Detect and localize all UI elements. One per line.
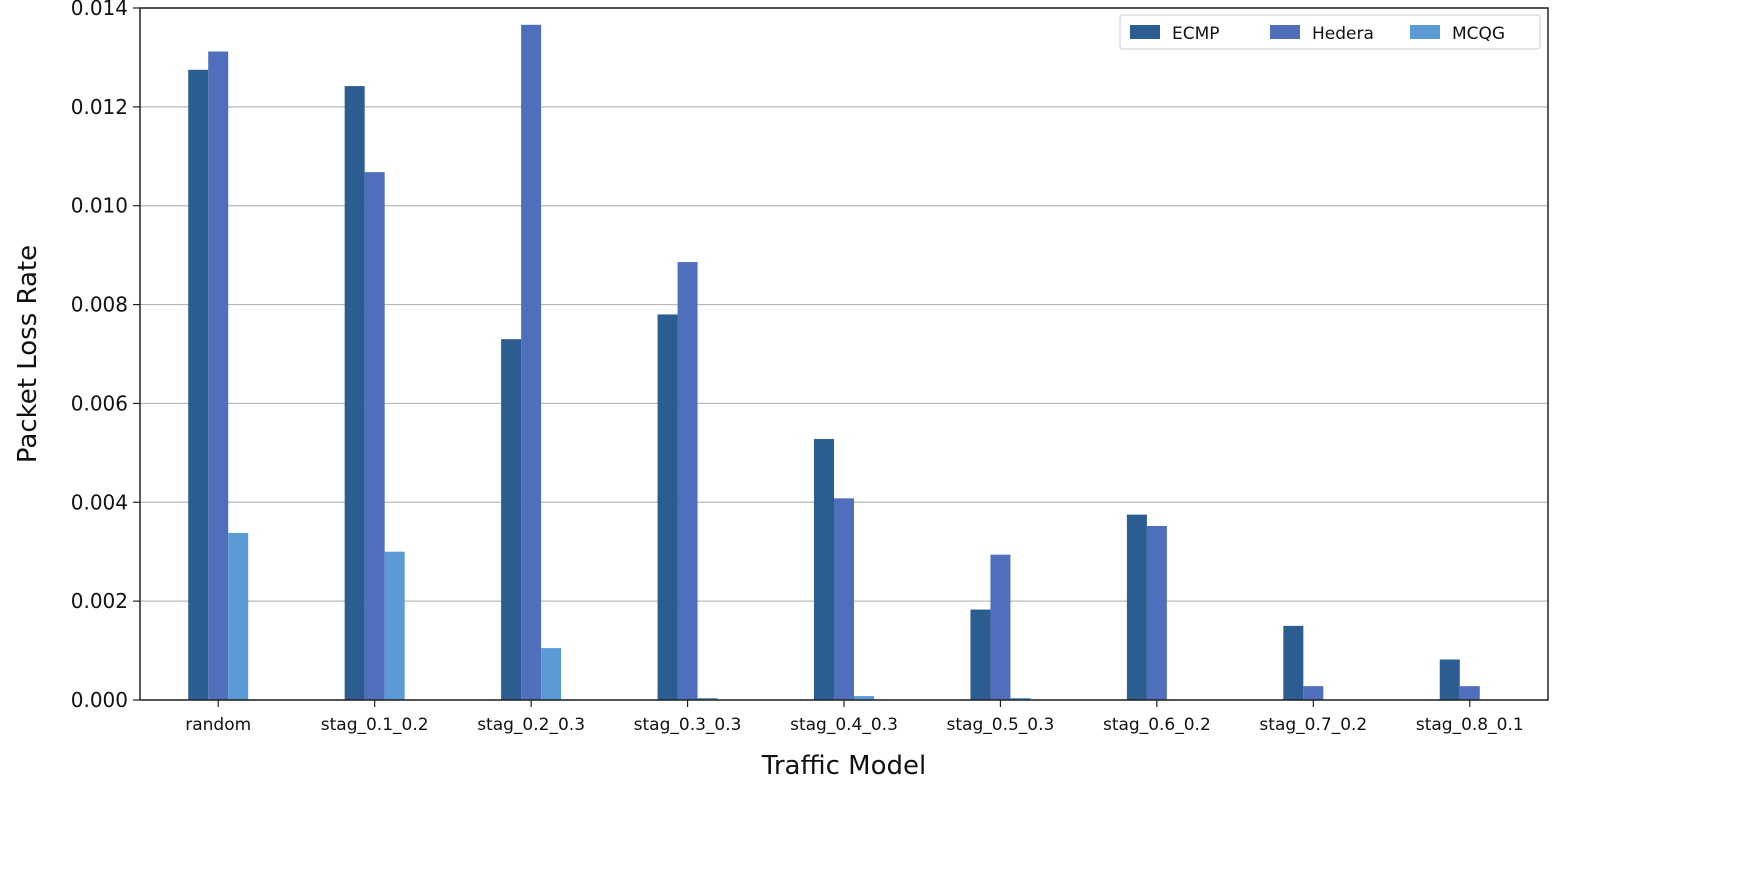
bar-mcqg — [228, 532, 249, 700]
bars — [188, 24, 1480, 701]
legend-swatch-hedera — [1270, 25, 1300, 39]
x-tick-label: stag_0.2_0.3 — [477, 715, 585, 735]
x-tick-label: stag_0.4_0.3 — [790, 715, 898, 735]
legend-label-mcqg: MCQG — [1452, 24, 1505, 44]
bar-mcqg — [697, 698, 718, 700]
bar-ecmp — [188, 69, 209, 701]
bar-ecmp — [501, 339, 522, 700]
bar-ecmp — [970, 609, 991, 700]
bar-hedera — [1459, 686, 1480, 700]
x-tick-label: stag_0.1_0.2 — [321, 715, 429, 735]
y-tick-label: 0.008 — [71, 293, 128, 317]
legend-label-hedera: Hedera — [1312, 24, 1374, 44]
x-tick-label: stag_0.5_0.3 — [947, 715, 1055, 735]
bar-ecmp — [344, 86, 365, 700]
bar-mcqg — [384, 551, 405, 700]
legend-box — [1119, 14, 1541, 50]
bar-hedera — [521, 24, 542, 700]
bar-ecmp — [1126, 514, 1147, 700]
bar-ecmp — [1283, 625, 1304, 700]
y-tick-label: 0.004 — [71, 490, 128, 514]
x-axis-label: Traffic Model — [761, 751, 926, 781]
y-axis-ticks: 0.000 0.002 0.004 0.006 0.008 0.010 0.012 0.014 — [71, 0, 140, 712]
x-tick-label: stag_0.6_0.2 — [1103, 715, 1211, 735]
y-tick-label: 0.006 — [71, 391, 128, 415]
y-tick-label: 0.012 — [71, 95, 128, 119]
bar-mcqg — [541, 648, 562, 700]
legend-items: ECMP Hedera MCQG — [1130, 24, 1505, 44]
x-tick-label: stag_0.3_0.3 — [634, 715, 742, 735]
bar-ecmp — [1439, 659, 1460, 700]
bar-hedera — [677, 262, 698, 700]
bar-hedera — [364, 172, 385, 701]
y-axis-label: Packet Loss Rate — [13, 245, 43, 463]
bar-mcqg — [854, 696, 874, 700]
x-tick-label: stag_0.7_0.2 — [1259, 715, 1367, 735]
legend-label-ecmp: ECMP — [1172, 24, 1220, 44]
bar-ecmp — [657, 314, 678, 700]
y-tick-label: 0.014 — [71, 0, 128, 20]
legend: ECMP Hedera MCQG — [1119, 14, 1541, 50]
bar-hedera — [1303, 686, 1324, 700]
bar-hedera — [1146, 526, 1167, 700]
bar-ecmp — [814, 439, 834, 700]
y-tick-label: 0.000 — [71, 688, 128, 712]
x-axis-ticks: random stag_0.1_0.2 stag_0.2_0.3 stag_0.3_0… — [185, 700, 1524, 735]
y-tick-label: 0.010 — [71, 194, 128, 218]
bar-hedera — [990, 554, 1011, 700]
legend-swatch-ecmp — [1130, 25, 1160, 39]
x-tick-label: random — [185, 715, 251, 735]
bar-hedera — [834, 498, 854, 700]
y-tick-label: 0.002 — [71, 589, 128, 613]
bar-mcqg — [1010, 698, 1031, 700]
legend-swatch-mcqg — [1410, 25, 1440, 39]
bar-hedera — [208, 51, 229, 701]
x-tick-label: stag_0.8_0.1 — [1416, 715, 1524, 735]
